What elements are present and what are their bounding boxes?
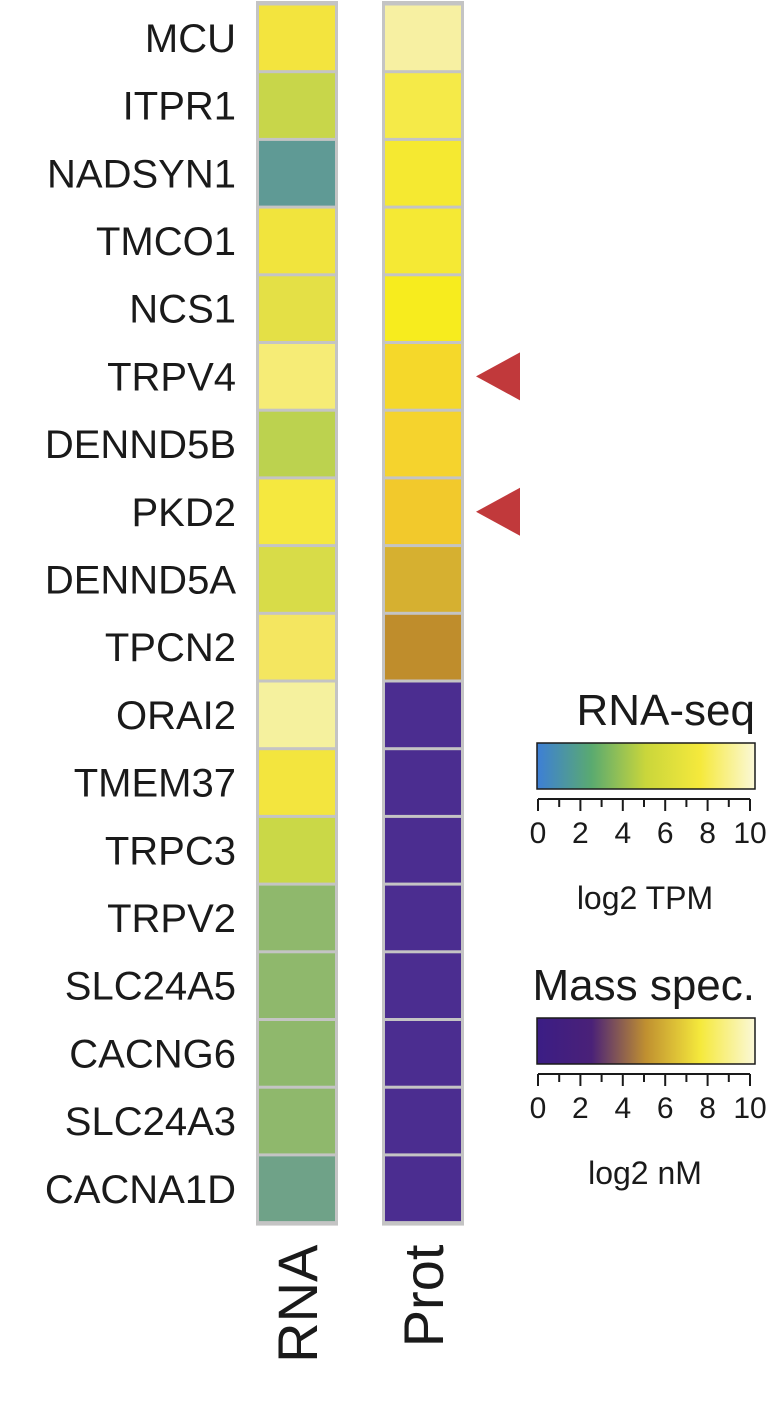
cell-rna-orai2: [259, 682, 335, 748]
cell-rna-cacna1d: [259, 1156, 335, 1222]
row-label-nadsyn1: NADSYN1: [47, 152, 236, 196]
row-label-itpr1: ITPR1: [123, 85, 236, 129]
cell-prot-tpcn2: [385, 614, 461, 680]
cell-rna-dennd5b: [259, 411, 335, 477]
legend-tick-label: 2: [572, 1092, 589, 1125]
cell-rna-pkd2: [259, 479, 335, 545]
cell-prot-ncs1: [385, 276, 461, 341]
legend-tick-label: 4: [614, 817, 631, 850]
row-label-cacna1d: CACNA1D: [45, 1168, 236, 1212]
legend-tick-label: 6: [657, 1092, 674, 1125]
cell-prot-dennd5a: [385, 547, 461, 612]
legend-colorbar-1: [536, 1017, 756, 1065]
cell-prot-nadsyn1: [385, 140, 461, 206]
column-label-rna: RNA: [266, 1244, 329, 1363]
row-label-slc24a3: SLC24A3: [65, 1100, 236, 1144]
cell-rna-slc24a5: [259, 953, 335, 1018]
cell-rna-itpr1: [259, 73, 335, 138]
row-label-trpv4: TRPV4: [107, 355, 236, 399]
cell-rna-tmem37: [259, 750, 335, 815]
legend-axis-label-0: log2 TPM: [577, 880, 713, 916]
cell-rna-cacng6: [259, 1021, 335, 1086]
cell-rna-ncs1: [259, 276, 335, 341]
row-label-dennd5a: DENND5A: [45, 558, 236, 602]
legend-tick-label: 0: [530, 1092, 547, 1125]
cell-rna-tpcn2: [259, 614, 335, 680]
row-label-dennd5b: DENND5B: [45, 423, 236, 467]
cell-prot-trpv4: [385, 344, 461, 409]
row-label-pkd2: PKD2: [132, 491, 237, 535]
cell-prot-dennd5b: [385, 411, 461, 477]
row-label-tpcn2: TPCN2: [105, 626, 236, 670]
row-label-orai2: ORAI2: [116, 694, 236, 738]
cell-prot-orai2: [385, 682, 461, 748]
cell-prot-trpc3: [385, 817, 461, 883]
legend-tick-label: 8: [699, 1092, 716, 1125]
row-label-cacng6: CACNG6: [69, 1032, 236, 1076]
cell-rna-dennd5a: [259, 547, 335, 612]
cell-prot-tmem37: [385, 750, 461, 815]
cell-rna-trpv4: [259, 344, 335, 409]
cell-rna-trpv2: [259, 885, 335, 951]
legend-tick-label: 6: [657, 817, 674, 850]
cell-prot-cacng6: [385, 1021, 461, 1086]
cell-prot-itpr1: [385, 73, 461, 138]
legend-tick-label: 4: [614, 1092, 631, 1125]
cell-prot-pkd2: [385, 479, 461, 545]
row-label-trpv2: TRPV2: [107, 897, 236, 941]
row-label-tmco1: TMCO1: [96, 220, 236, 264]
cell-rna-slc24a3: [259, 1088, 335, 1154]
row-label-mcu: MCU: [145, 17, 236, 61]
cell-rna-mcu: [259, 5, 335, 71]
row-label-slc24a5: SLC24A5: [65, 965, 236, 1009]
legend-tick-label: 2: [572, 817, 589, 850]
marker-pkd2: [476, 487, 520, 536]
legend-title-mass-spec: Mass spec.: [532, 961, 755, 1010]
legend-tick-label: 0: [530, 817, 547, 850]
cell-prot-cacna1d: [385, 1156, 461, 1222]
legend-tick-label: 8: [699, 817, 716, 850]
legend-axis-label-1: log2 nM: [588, 1155, 702, 1191]
legend-tick-label: 10: [733, 1092, 766, 1125]
legend-title-rna-seq: RNA-seq: [577, 686, 756, 735]
cell-rna-tmco1: [259, 208, 335, 274]
marker-trpv4: [476, 352, 520, 401]
row-label-trpc3: TRPC3: [105, 829, 236, 873]
row-label-tmem37: TMEM37: [74, 762, 236, 806]
cell-prot-tmco1: [385, 208, 461, 274]
legend-colorbar-0: [536, 742, 756, 790]
column-label-prot: Prot: [392, 1244, 455, 1347]
cell-prot-mcu: [385, 5, 461, 71]
cell-prot-trpv2: [385, 885, 461, 951]
cell-rna-trpc3: [259, 817, 335, 883]
legend-tick-label: 10: [733, 817, 766, 850]
cell-prot-slc24a5: [385, 953, 461, 1018]
row-label-ncs1: NCS1: [129, 288, 236, 332]
cell-rna-nadsyn1: [259, 140, 335, 206]
cell-prot-slc24a3: [385, 1088, 461, 1154]
